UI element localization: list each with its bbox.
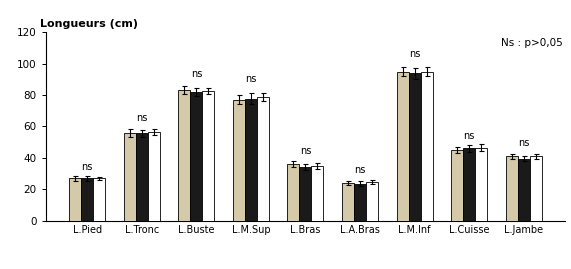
Text: Ns : p>0,05: Ns : p>0,05 [501,38,562,48]
Bar [354,184,366,221]
Bar [421,72,433,221]
Text: ns: ns [191,69,202,79]
Bar [397,72,409,221]
Bar [93,178,105,221]
Bar [257,97,269,221]
Bar [245,99,257,221]
Bar [463,148,475,221]
Bar [530,156,542,221]
Text: ns: ns [355,165,365,175]
Bar [124,133,136,221]
Text: ns: ns [300,146,311,156]
Bar [475,148,487,221]
Text: ns: ns [464,130,475,140]
Text: ns: ns [518,138,529,148]
Bar [506,156,518,221]
Text: ns: ns [409,49,420,59]
Bar [409,73,421,221]
Bar [202,91,214,221]
Bar [312,166,324,221]
Bar [81,178,93,221]
Bar [451,150,463,221]
Bar [287,164,299,221]
Bar [342,183,354,221]
Bar [178,90,190,221]
Text: Longueurs (cm): Longueurs (cm) [41,19,139,29]
Bar [69,178,81,221]
Text: ns: ns [136,113,147,123]
Text: ns: ns [82,162,93,172]
Bar [136,133,148,221]
Bar [148,132,160,221]
Bar [233,100,245,221]
Bar [190,92,202,221]
Bar [366,182,378,221]
Text: ns: ns [246,74,256,84]
Bar [299,167,312,221]
Bar [518,159,530,221]
